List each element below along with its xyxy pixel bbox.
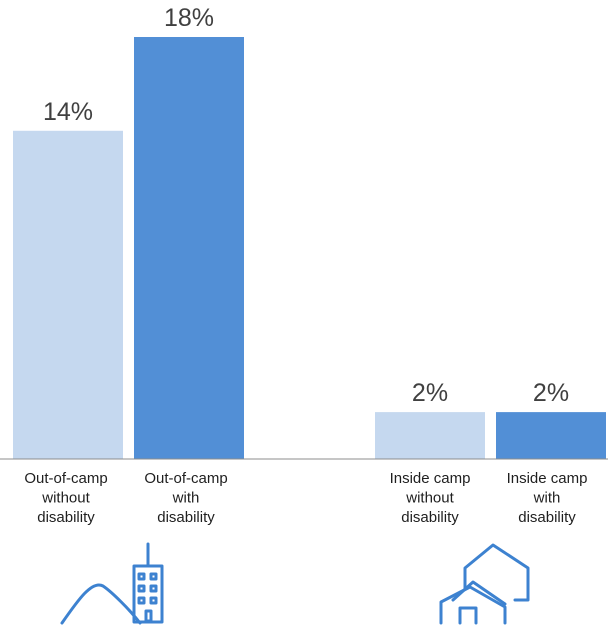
category-label-4: Inside camp with disability xyxy=(507,470,588,526)
category-labels-group: Out-of-camp without disability Out-of-camp w… xyxy=(24,470,587,526)
camp-tents-icon xyxy=(441,545,528,623)
value-label-1: 14% xyxy=(43,98,93,126)
bar-3 xyxy=(375,412,485,459)
value-label-2: 18% xyxy=(164,4,214,32)
bar-1 xyxy=(13,131,123,459)
bars-group: 14% 18% 2% 2% xyxy=(13,4,606,459)
mountain-and-building-icon xyxy=(62,544,162,623)
value-label-4: 2% xyxy=(533,379,569,407)
category-label-1: Out-of-camp without disability xyxy=(24,470,107,526)
category-label-3: Inside camp without disability xyxy=(390,470,471,526)
category-label-2: Out-of-camp with disability xyxy=(144,470,227,526)
bar-4 xyxy=(496,412,606,459)
bar-2 xyxy=(134,37,244,459)
value-label-3: 2% xyxy=(412,379,448,407)
